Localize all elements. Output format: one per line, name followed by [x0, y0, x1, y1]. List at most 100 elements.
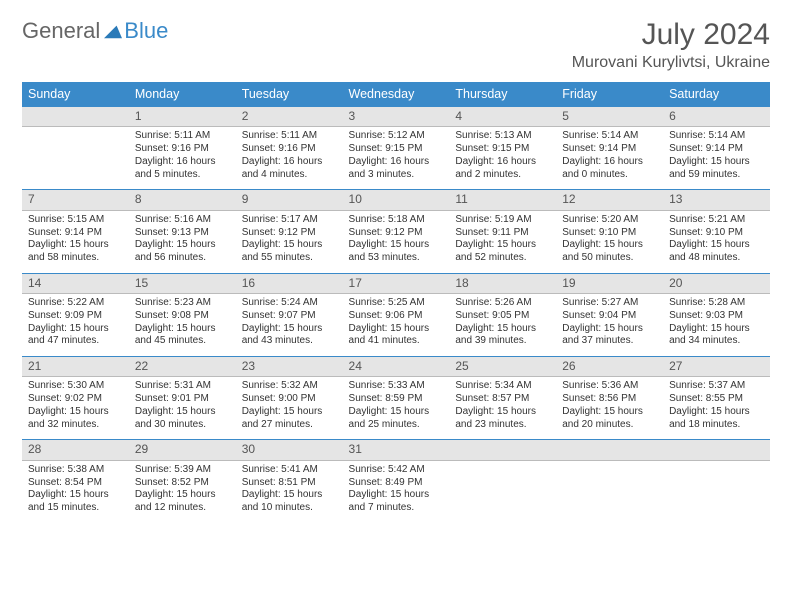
day-number: 4 — [449, 106, 556, 127]
day-cell: 7Sunrise: 5:15 AMSunset: 9:14 PMDaylight… — [22, 189, 129, 272]
sunset-line: Sunset: 8:57 PM — [455, 393, 550, 406]
day-cell: 20Sunrise: 5:28 AMSunset: 9:03 PMDayligh… — [663, 273, 770, 356]
day-body: Sunrise: 5:19 AMSunset: 9:11 PMDaylight:… — [449, 211, 556, 273]
day-cell: 16Sunrise: 5:24 AMSunset: 9:07 PMDayligh… — [236, 273, 343, 356]
sunset-line: Sunset: 9:15 PM — [455, 143, 550, 156]
day-number: 1 — [129, 106, 236, 127]
sunrise-line: Sunrise: 5:16 AM — [135, 214, 230, 227]
day-number: 31 — [343, 439, 450, 460]
day-number: 27 — [663, 356, 770, 377]
day-number: . — [22, 106, 129, 127]
sunset-line: Sunset: 9:08 PM — [135, 310, 230, 323]
day-body: Sunrise: 5:37 AMSunset: 8:55 PMDaylight:… — [663, 377, 770, 439]
day-number: 18 — [449, 273, 556, 294]
day-body: Sunrise: 5:41 AMSunset: 8:51 PMDaylight:… — [236, 461, 343, 523]
day-body — [449, 461, 556, 523]
daylight-line: Daylight: 15 hours and 58 minutes. — [28, 239, 123, 265]
daylight-line: Daylight: 15 hours and 27 minutes. — [242, 406, 337, 432]
day-cell: 8Sunrise: 5:16 AMSunset: 9:13 PMDaylight… — [129, 189, 236, 272]
day-cell: 28Sunrise: 5:38 AMSunset: 8:54 PMDayligh… — [22, 439, 129, 522]
day-cell: 12Sunrise: 5:20 AMSunset: 9:10 PMDayligh… — [556, 189, 663, 272]
daylight-line: Daylight: 15 hours and 20 minutes. — [562, 406, 657, 432]
empty-cell: . — [663, 439, 770, 522]
sunrise-line: Sunrise: 5:11 AM — [135, 130, 230, 143]
sunset-line: Sunset: 9:14 PM — [562, 143, 657, 156]
sunset-line: Sunset: 9:01 PM — [135, 393, 230, 406]
day-body: Sunrise: 5:14 AMSunset: 9:14 PMDaylight:… — [556, 127, 663, 189]
weekday-header: Friday — [556, 82, 663, 106]
day-number: 6 — [663, 106, 770, 127]
day-body: Sunrise: 5:36 AMSunset: 8:56 PMDaylight:… — [556, 377, 663, 439]
day-cell: 18Sunrise: 5:26 AMSunset: 9:05 PMDayligh… — [449, 273, 556, 356]
sunset-line: Sunset: 8:55 PM — [669, 393, 764, 406]
calendar-row: 28Sunrise: 5:38 AMSunset: 8:54 PMDayligh… — [22, 439, 770, 522]
day-body: Sunrise: 5:24 AMSunset: 9:07 PMDaylight:… — [236, 294, 343, 356]
daylight-line: Daylight: 15 hours and 34 minutes. — [669, 323, 764, 349]
month-title: July 2024 — [572, 18, 770, 52]
calendar-row: .1Sunrise: 5:11 AMSunset: 9:16 PMDayligh… — [22, 106, 770, 189]
daylight-line: Daylight: 15 hours and 50 minutes. — [562, 239, 657, 265]
sunset-line: Sunset: 9:13 PM — [135, 227, 230, 240]
sunrise-line: Sunrise: 5:23 AM — [135, 297, 230, 310]
day-cell: 21Sunrise: 5:30 AMSunset: 9:02 PMDayligh… — [22, 356, 129, 439]
day-cell: 30Sunrise: 5:41 AMSunset: 8:51 PMDayligh… — [236, 439, 343, 522]
day-number: 21 — [22, 356, 129, 377]
sunrise-line: Sunrise: 5:20 AM — [562, 214, 657, 227]
sunset-line: Sunset: 9:06 PM — [349, 310, 444, 323]
day-body: Sunrise: 5:31 AMSunset: 9:01 PMDaylight:… — [129, 377, 236, 439]
day-body: Sunrise: 5:27 AMSunset: 9:04 PMDaylight:… — [556, 294, 663, 356]
daylight-line: Daylight: 15 hours and 23 minutes. — [455, 406, 550, 432]
day-cell: 15Sunrise: 5:23 AMSunset: 9:08 PMDayligh… — [129, 273, 236, 356]
day-body: Sunrise: 5:16 AMSunset: 9:13 PMDaylight:… — [129, 211, 236, 273]
day-body — [22, 127, 129, 189]
sunset-line: Sunset: 9:14 PM — [669, 143, 764, 156]
daylight-line: Daylight: 15 hours and 53 minutes. — [349, 239, 444, 265]
sunset-line: Sunset: 8:56 PM — [562, 393, 657, 406]
day-number: 29 — [129, 439, 236, 460]
daylight-line: Daylight: 16 hours and 3 minutes. — [349, 156, 444, 182]
day-number: 8 — [129, 189, 236, 210]
daylight-line: Daylight: 16 hours and 0 minutes. — [562, 156, 657, 182]
day-cell: 3Sunrise: 5:12 AMSunset: 9:15 PMDaylight… — [343, 106, 450, 189]
daylight-line: Daylight: 15 hours and 39 minutes. — [455, 323, 550, 349]
day-number: . — [556, 439, 663, 460]
sunset-line: Sunset: 9:11 PM — [455, 227, 550, 240]
daylight-line: Daylight: 15 hours and 32 minutes. — [28, 406, 123, 432]
brand-word-2: Blue — [124, 18, 168, 44]
day-body: Sunrise: 5:18 AMSunset: 9:12 PMDaylight:… — [343, 211, 450, 273]
daylight-line: Daylight: 16 hours and 5 minutes. — [135, 156, 230, 182]
sunrise-line: Sunrise: 5:21 AM — [669, 214, 764, 227]
daylight-line: Daylight: 15 hours and 41 minutes. — [349, 323, 444, 349]
sunset-line: Sunset: 8:54 PM — [28, 477, 123, 490]
day-cell: 26Sunrise: 5:36 AMSunset: 8:56 PMDayligh… — [556, 356, 663, 439]
sunset-line: Sunset: 9:16 PM — [135, 143, 230, 156]
title-block: July 2024 Murovani Kurylivtsi, Ukraine — [572, 18, 770, 72]
daylight-line: Daylight: 15 hours and 12 minutes. — [135, 489, 230, 515]
sunrise-line: Sunrise: 5:34 AM — [455, 380, 550, 393]
day-number: 11 — [449, 189, 556, 210]
brand-word-1: General — [22, 18, 100, 44]
sunrise-line: Sunrise: 5:15 AM — [28, 214, 123, 227]
empty-cell: . — [556, 439, 663, 522]
day-cell: 22Sunrise: 5:31 AMSunset: 9:01 PMDayligh… — [129, 356, 236, 439]
triangle-icon — [104, 23, 122, 39]
sunrise-line: Sunrise: 5:13 AM — [455, 130, 550, 143]
day-number: 9 — [236, 189, 343, 210]
empty-cell: . — [449, 439, 556, 522]
sunrise-line: Sunrise: 5:19 AM — [455, 214, 550, 227]
sunset-line: Sunset: 8:49 PM — [349, 477, 444, 490]
sunrise-line: Sunrise: 5:26 AM — [455, 297, 550, 310]
day-number: 24 — [343, 356, 450, 377]
day-number: 22 — [129, 356, 236, 377]
day-body: Sunrise: 5:26 AMSunset: 9:05 PMDaylight:… — [449, 294, 556, 356]
day-body — [556, 461, 663, 523]
sunrise-line: Sunrise: 5:14 AM — [562, 130, 657, 143]
daylight-line: Daylight: 15 hours and 18 minutes. — [669, 406, 764, 432]
day-body: Sunrise: 5:34 AMSunset: 8:57 PMDaylight:… — [449, 377, 556, 439]
daylight-line: Daylight: 15 hours and 15 minutes. — [28, 489, 123, 515]
daylight-line: Daylight: 15 hours and 30 minutes. — [135, 406, 230, 432]
sunrise-line: Sunrise: 5:36 AM — [562, 380, 657, 393]
day-cell: 27Sunrise: 5:37 AMSunset: 8:55 PMDayligh… — [663, 356, 770, 439]
daylight-line: Daylight: 15 hours and 10 minutes. — [242, 489, 337, 515]
sunrise-line: Sunrise: 5:31 AM — [135, 380, 230, 393]
